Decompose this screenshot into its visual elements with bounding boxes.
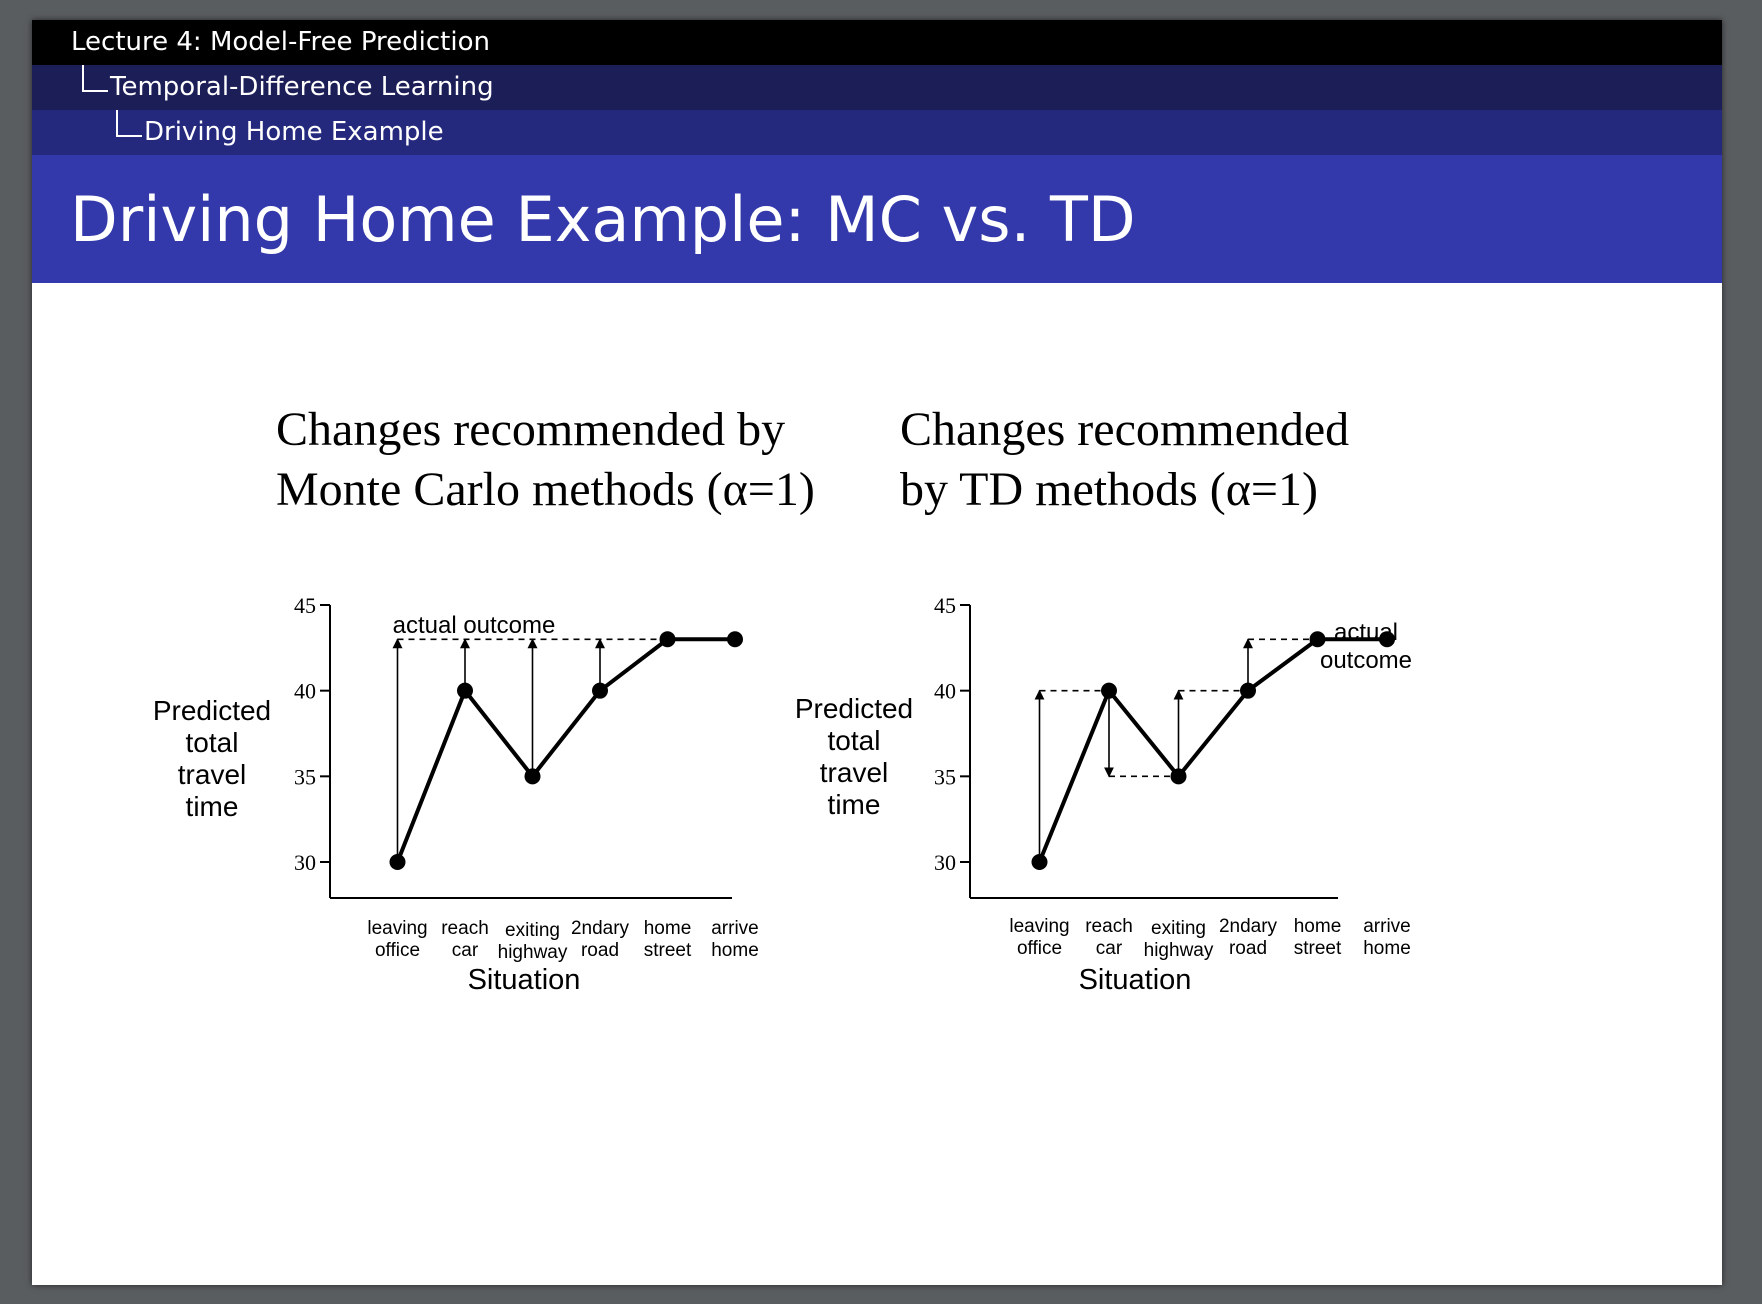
data-point bbox=[1240, 682, 1256, 699]
prediction-line bbox=[1037, 637, 1387, 863]
data-point bbox=[1101, 682, 1117, 699]
y-tick-label: 35 bbox=[294, 764, 316, 789]
y-axis-label: Predicted bbox=[153, 695, 271, 726]
y-axis-label: total bbox=[186, 727, 239, 758]
x-tick-label: 2ndary bbox=[1219, 916, 1278, 937]
x-tick-label: highway bbox=[1144, 940, 1214, 961]
x-tick-label: office bbox=[375, 940, 420, 961]
data-point bbox=[1031, 854, 1048, 870]
data-point bbox=[1170, 768, 1187, 785]
header-lecture-row: Lecture 4: Model-Free Prediction bbox=[32, 20, 1722, 65]
slide-title: Driving Home Example: MC vs. TD bbox=[70, 183, 1136, 256]
subsection-title: Driving Home Example bbox=[144, 117, 444, 147]
x-tick-label: reach bbox=[1085, 916, 1133, 937]
x-tick-label: home bbox=[1294, 916, 1342, 937]
y-axis-label: travel bbox=[820, 757, 888, 788]
section-title: Temporal-Difference Learning bbox=[110, 72, 494, 102]
x-tick-label: 2ndary bbox=[571, 918, 630, 939]
x-tick-label: exiting bbox=[505, 920, 560, 941]
data-point bbox=[1309, 631, 1326, 648]
x-tick-label: home bbox=[1363, 938, 1411, 959]
x-tick-label: exiting bbox=[1151, 918, 1206, 939]
x-axis-label: Situation bbox=[1079, 964, 1192, 996]
lecture-title: Lecture 4: Model-Free Prediction bbox=[71, 27, 490, 57]
data-point bbox=[659, 631, 676, 648]
y-axis-label: total bbox=[828, 725, 881, 756]
x-tick-label: leaving bbox=[1009, 916, 1069, 937]
chart-td: Changes recommended by TD methods (α=1) 30… bbox=[795, 403, 1412, 996]
x-axis-label: Situation bbox=[468, 964, 581, 996]
x-tick-label: reach bbox=[441, 918, 489, 939]
x-tick-label: street bbox=[1294, 938, 1342, 959]
chart-monte-carlo: Changes recommended by Monte Carlo method… bbox=[153, 403, 815, 996]
tree-connector-icon bbox=[82, 65, 108, 92]
chart-title: by TD methods (α=1) bbox=[900, 463, 1318, 516]
x-tick-label: arrive bbox=[711, 918, 759, 939]
x-tick-label: leaving bbox=[367, 918, 427, 939]
y-tick-label: 40 bbox=[934, 679, 956, 704]
actual-outcome-label: actual outcome bbox=[393, 612, 556, 639]
x-tick-label: office bbox=[1017, 938, 1062, 959]
prediction-line bbox=[395, 637, 735, 863]
y-tick-label: 40 bbox=[294, 679, 316, 704]
x-tick-label: highway bbox=[498, 942, 568, 963]
chart-title: Monte Carlo methods (α=1) bbox=[276, 463, 815, 516]
slide: Lecture 4: Model-Free Prediction Tempora… bbox=[32, 20, 1722, 1285]
x-tick-label: arrive bbox=[1363, 916, 1411, 937]
x-tick-label: road bbox=[1229, 938, 1267, 959]
data-point bbox=[457, 682, 473, 699]
x-tick-label: car bbox=[452, 940, 479, 961]
charts-figure: Changes recommended by Monte Carlo method… bbox=[153, 403, 1412, 996]
chart-title: Changes recommended bbox=[900, 403, 1349, 456]
y-tick-label: 30 bbox=[934, 850, 956, 875]
y-tick-label: 30 bbox=[294, 850, 316, 875]
x-tick-label: road bbox=[581, 940, 619, 961]
y-tick-label: 45 bbox=[934, 593, 956, 618]
y-axis-label: Predicted bbox=[795, 693, 913, 724]
y-axis-label: time bbox=[186, 791, 239, 822]
data-point bbox=[727, 631, 743, 648]
chart-title: Changes recommended by bbox=[276, 403, 785, 456]
data-point bbox=[1379, 631, 1395, 648]
data-point bbox=[524, 768, 541, 785]
header-section-row: Temporal-Difference Learning bbox=[32, 65, 1722, 110]
x-tick-label: home bbox=[644, 918, 692, 939]
x-tick-label: home bbox=[711, 940, 759, 961]
data-point bbox=[592, 682, 608, 699]
title-bar: Driving Home Example: MC vs. TD bbox=[32, 155, 1722, 283]
y-tick-label: 45 bbox=[294, 593, 316, 618]
actual-outcome-label: outcome bbox=[1320, 647, 1412, 674]
x-tick-label: car bbox=[1096, 938, 1123, 959]
data-point bbox=[389, 854, 406, 870]
tree-connector-icon bbox=[116, 110, 142, 137]
y-axis-label: travel bbox=[178, 759, 246, 790]
x-tick-label: street bbox=[644, 940, 692, 961]
y-axis-label: time bbox=[828, 789, 881, 820]
actual-outcome-label: actual bbox=[1334, 619, 1398, 646]
header-subsection-row: Driving Home Example bbox=[32, 110, 1722, 155]
y-tick-label: 35 bbox=[934, 764, 956, 789]
